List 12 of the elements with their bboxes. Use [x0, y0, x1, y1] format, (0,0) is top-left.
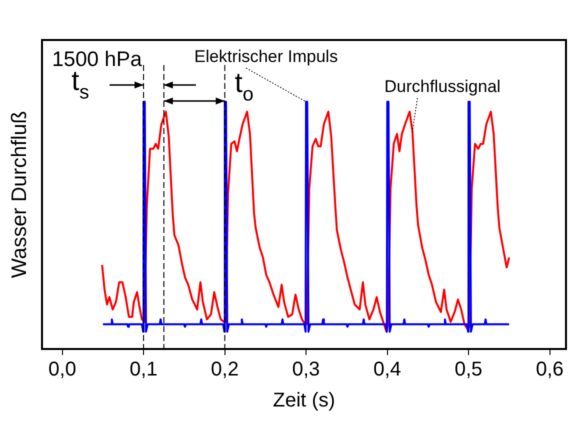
y-axis-title: Wasser Durchfluß: [8, 110, 31, 278]
x-tick-label: 0,2: [210, 358, 239, 381]
x-tick-label: 0,1: [130, 358, 158, 381]
x-axis-title: Zeit (s): [272, 390, 336, 412]
x-tick-label: 0,3: [292, 358, 320, 381]
x-tick-label: 0,4: [373, 358, 402, 381]
x-tick-label: 0,0: [48, 358, 76, 381]
x-tick-label: 0,5: [454, 358, 482, 381]
text: Elektrischer Impuls: [194, 47, 338, 66]
series-label: Durchflussignal: [384, 77, 501, 96]
text: 1500 hPa: [52, 48, 142, 71]
x-tick-label: 0,6: [536, 358, 564, 381]
